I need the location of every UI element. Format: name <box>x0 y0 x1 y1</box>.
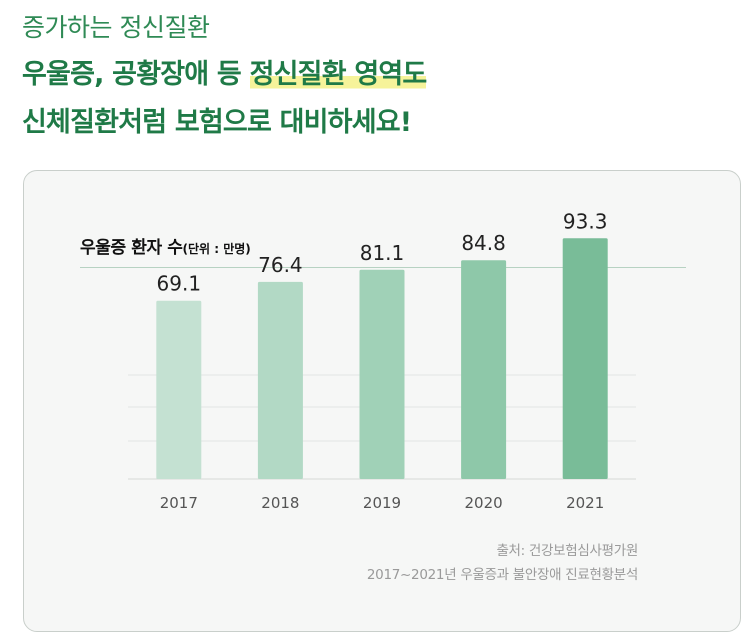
eyebrow-text: 증가하는 정신질환 <box>22 13 210 42</box>
value-label-2018: 76.4 <box>258 253 303 277</box>
value-label-2019: 81.1 <box>360 241 405 265</box>
category-label-2019: 2019 <box>363 494 401 512</box>
bar-chart: 69.1 2017 76.4 2018 81.1 2019 84.8 2020 93.3 2021 <box>128 209 636 512</box>
value-label-2017: 69.1 <box>157 272 202 296</box>
headline-line-1-text: 우울증, 공황장애 등 <box>22 59 250 90</box>
chart-title: 우울증 환자 수(단위 : 만명) <box>80 233 251 258</box>
bar-2017 <box>156 300 202 479</box>
source-line-1: 출처: 건강보험심사평가원 <box>496 543 638 559</box>
bar-2018 <box>257 281 303 479</box>
source-line-2: 2017~2021년 우울증과 불안장애 진료현황분석 <box>366 567 638 583</box>
category-label-2020: 2020 <box>465 494 503 512</box>
headline-highlight: 정신질환 영역도 <box>249 59 427 90</box>
headline-line-1: 우울증, 공황장애 등 정신질환 영역도 <box>22 52 427 91</box>
category-label-2017: 2017 <box>160 494 198 512</box>
headline-line-2: 신체질환처럼 보험으로 대비하세요! <box>22 107 412 138</box>
title-divider <box>80 267 686 268</box>
category-label-2018: 2018 <box>261 494 299 512</box>
bar-2020 <box>461 260 507 479</box>
chart-title-text: 우울증 환자 수 <box>80 238 183 258</box>
chart-card: 우울증 환자 수(단위 : 만명) 69.1 2017 76.4 2018 81.1 20… <box>23 170 741 632</box>
bar-2021 <box>562 238 608 479</box>
category-label-2021: 2021 <box>566 494 604 512</box>
chart-unit: (단위 : 만명) <box>182 242 251 256</box>
bar-2019 <box>359 269 405 479</box>
value-label-2020: 84.8 <box>461 231 506 255</box>
value-label-2021: 93.3 <box>563 209 608 233</box>
